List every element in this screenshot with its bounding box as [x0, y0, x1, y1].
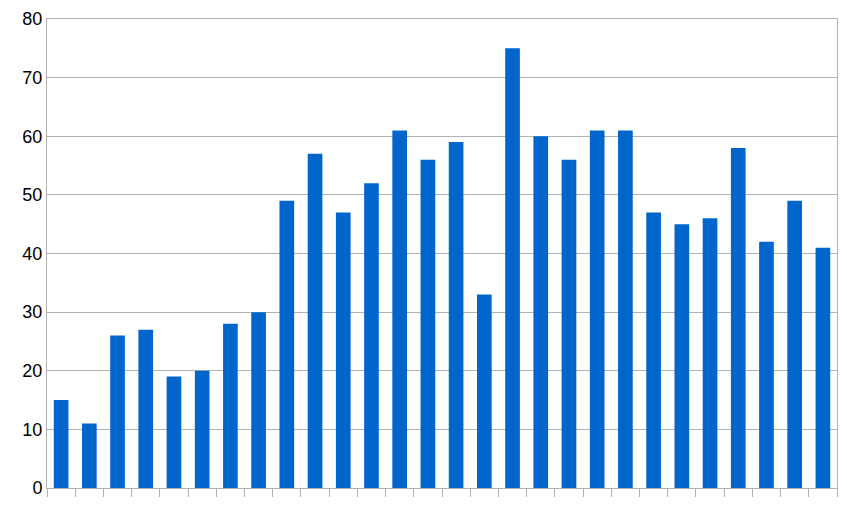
svg-text:80: 80	[22, 9, 42, 29]
svg-text:20: 20	[22, 361, 42, 381]
svg-text:70: 70	[22, 68, 42, 88]
svg-text:10: 10	[22, 420, 42, 440]
svg-text:40: 40	[22, 244, 42, 264]
svg-text:0: 0	[32, 478, 42, 498]
svg-text:60: 60	[22, 127, 42, 147]
svg-text:50: 50	[22, 185, 42, 205]
svg-text:30: 30	[22, 302, 42, 322]
